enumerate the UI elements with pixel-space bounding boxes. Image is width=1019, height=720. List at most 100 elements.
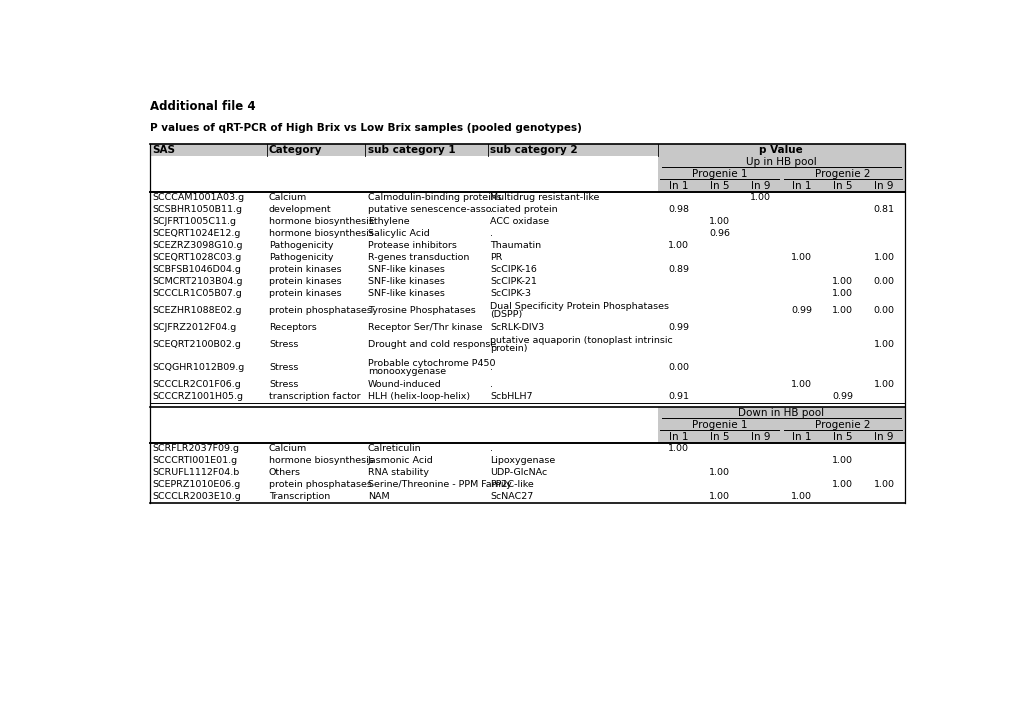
Text: SCEPRZ1010E06.g: SCEPRZ1010E06.g (152, 480, 240, 489)
Text: Dual Specificity Protein Phosphatases: Dual Specificity Protein Phosphatases (490, 302, 668, 311)
Text: Calmodulin-binding proteins: Calmodulin-binding proteins (368, 193, 501, 202)
Text: UDP-GlcNAc: UDP-GlcNAc (490, 468, 547, 477)
Text: 1.00: 1.00 (667, 444, 688, 454)
Text: 1.00: 1.00 (832, 456, 853, 465)
Text: 1.00: 1.00 (791, 492, 811, 501)
Bar (657, 180, 904, 192)
Bar (150, 333, 904, 356)
Text: Salicylic Acid: Salicylic Acid (368, 229, 429, 238)
Text: SCBFSB1046D04.g: SCBFSB1046D04.g (152, 265, 240, 274)
Text: Multidrug resistant-like: Multidrug resistant-like (490, 193, 599, 202)
Bar (150, 407, 904, 419)
Text: .: . (490, 444, 493, 454)
Text: P values of qRT-PCR of High Brix vs Low Brix samples (pooled genotypes): P values of qRT-PCR of High Brix vs Low … (150, 123, 581, 133)
Text: Calcium: Calcium (269, 444, 307, 454)
Text: In 9: In 9 (873, 181, 893, 191)
Text: .: . (490, 363, 493, 372)
Text: ScNAC27: ScNAC27 (490, 492, 533, 501)
Text: 1.00: 1.00 (791, 380, 811, 390)
Text: Pathogenicity: Pathogenicity (269, 241, 333, 250)
Bar (150, 419, 904, 431)
Text: ScbHLH7: ScbHLH7 (490, 392, 532, 401)
Bar (150, 379, 904, 391)
Text: SCCCLR2C01F06.g: SCCCLR2C01F06.g (152, 380, 240, 390)
Text: Progenie 2: Progenie 2 (814, 169, 870, 179)
Bar (150, 264, 904, 275)
Bar (657, 156, 904, 168)
Text: SCSBHR1050B11.g: SCSBHR1050B11.g (152, 205, 242, 214)
Text: Thaumatin: Thaumatin (490, 241, 541, 250)
Text: Stress: Stress (269, 380, 299, 390)
Text: development: development (269, 205, 331, 214)
Text: ACC oxidase: ACC oxidase (490, 217, 549, 226)
Text: HLH (helix-loop-helix): HLH (helix-loop-helix) (368, 392, 470, 401)
Text: Stress: Stress (269, 341, 299, 349)
Text: protein kinases: protein kinases (269, 265, 341, 274)
Text: Stress: Stress (269, 363, 299, 372)
Text: SCQGHR1012B09.g: SCQGHR1012B09.g (152, 363, 244, 372)
Text: NAM: NAM (368, 492, 389, 501)
Text: putative senescence-associated protein: putative senescence-associated protein (368, 205, 557, 214)
Text: SCRUFL1112F04.b: SCRUFL1112F04.b (152, 468, 239, 477)
Bar (150, 299, 904, 322)
Text: SNF-like kinases: SNF-like kinases (368, 265, 444, 274)
Bar (150, 391, 904, 402)
Text: 1.00: 1.00 (872, 480, 894, 489)
Text: 1.00: 1.00 (708, 468, 730, 477)
Text: 0.91: 0.91 (667, 392, 688, 401)
Bar (150, 275, 904, 287)
Bar (150, 455, 904, 467)
Text: 1.00: 1.00 (832, 289, 853, 297)
Bar (150, 251, 904, 264)
Text: 1.00: 1.00 (749, 193, 770, 202)
Text: SCEQRT1028C03.g: SCEQRT1028C03.g (152, 253, 242, 262)
Text: monooxygenase: monooxygenase (368, 367, 445, 376)
Bar (150, 356, 904, 379)
Text: protein): protein) (490, 344, 527, 354)
Text: Down in HB pool: Down in HB pool (738, 408, 823, 418)
Text: SCEZRZ3098G10.g: SCEZRZ3098G10.g (152, 241, 243, 250)
Text: .: . (490, 380, 493, 390)
Text: In 1: In 1 (792, 432, 811, 442)
Text: Lipoxygenase: Lipoxygenase (490, 456, 555, 465)
Text: SCCCLR1C05B07.g: SCCCLR1C05B07.g (152, 289, 242, 297)
Text: RNA stability: RNA stability (368, 468, 428, 477)
Bar (150, 156, 904, 168)
Text: sub category 2: sub category 2 (490, 145, 578, 155)
Text: SCCCLR2003E10.g: SCCCLR2003E10.g (152, 492, 240, 501)
Text: 0.98: 0.98 (667, 205, 688, 214)
Text: hormone biosynthesis: hormone biosynthesis (269, 229, 373, 238)
Text: In 1: In 1 (668, 181, 688, 191)
Bar (150, 192, 904, 204)
Text: SCEZHR1088E02.g: SCEZHR1088E02.g (152, 306, 242, 315)
Text: protein phosphatases: protein phosphatases (269, 306, 372, 315)
Text: In 5: In 5 (709, 181, 729, 191)
Bar (657, 168, 904, 180)
Text: Transcription: Transcription (269, 492, 330, 501)
Text: 1.00: 1.00 (872, 341, 894, 349)
Text: ScCIPK-21: ScCIPK-21 (490, 276, 537, 286)
Text: Progenie 1: Progenie 1 (691, 420, 747, 430)
Text: (DSPP): (DSPP) (490, 310, 522, 319)
Text: 1.00: 1.00 (872, 380, 894, 390)
Text: In 9: In 9 (750, 432, 769, 442)
Text: PP2C-like: PP2C-like (490, 480, 534, 489)
Text: Pathogenicity: Pathogenicity (269, 253, 333, 262)
Text: SNF-like kinases: SNF-like kinases (368, 276, 444, 286)
Text: Additional file 4: Additional file 4 (150, 100, 255, 114)
Text: 0.99: 0.99 (832, 392, 853, 401)
Text: p Value: p Value (758, 145, 802, 155)
Text: Progenie 1: Progenie 1 (691, 169, 747, 179)
Bar (657, 431, 904, 443)
Bar (150, 490, 904, 503)
Text: Up in HB pool: Up in HB pool (745, 157, 816, 167)
Text: SNF-like kinases: SNF-like kinases (368, 289, 444, 297)
Bar (150, 240, 904, 251)
Bar (657, 407, 904, 419)
Bar (150, 322, 904, 333)
Text: 0.96: 0.96 (708, 229, 730, 238)
Text: sub category 1: sub category 1 (368, 145, 455, 155)
Text: Probable cytochrome P450: Probable cytochrome P450 (368, 359, 495, 368)
Text: R-genes transduction: R-genes transduction (368, 253, 469, 262)
Text: Receptors: Receptors (269, 323, 317, 332)
